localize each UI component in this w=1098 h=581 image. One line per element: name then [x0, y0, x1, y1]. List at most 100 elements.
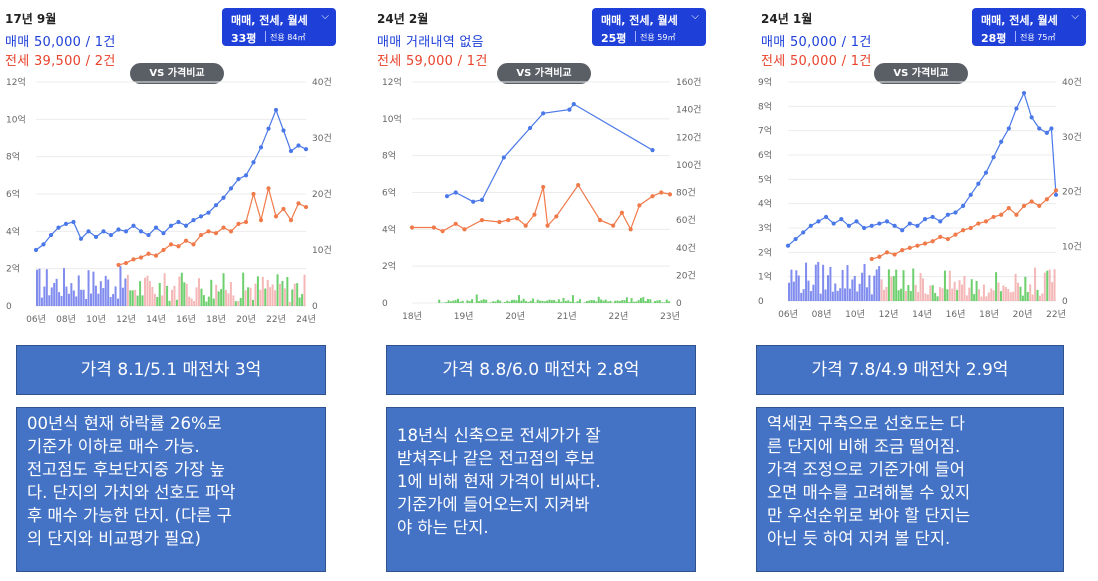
lease-price-point — [953, 232, 958, 237]
lease-price: 전세 50,000 / 1건 — [761, 54, 872, 69]
volume-bar — [980, 296, 983, 301]
volume-bar — [902, 270, 905, 301]
volume-bar — [987, 292, 990, 301]
x-tick-label: 12년 — [116, 314, 136, 325]
volume-bar — [266, 279, 269, 306]
price-card-3: 24년 1월 매매 50,000 / 1건 전세 50,000 / 1건 매매,… — [756, 0, 1096, 328]
sale-price-point — [527, 125, 533, 131]
lease-price-point — [983, 219, 989, 224]
left-tick-label: 8억 — [758, 100, 772, 112]
lease-price-point — [258, 218, 264, 223]
trade-type-filter[interactable]: 매매, 전세, 월세 ⌵ 25평 전용 59㎡ — [592, 8, 706, 46]
sale-price-point — [78, 236, 84, 241]
sale-price-point — [206, 210, 211, 215]
sale-price-point — [854, 219, 859, 224]
right-tick-label: 20건 — [676, 270, 696, 281]
volume-bar — [178, 276, 181, 306]
lease-price-point — [597, 218, 603, 223]
x-tick-label: 10년 — [86, 314, 106, 325]
sale-price-point — [1006, 126, 1011, 131]
volume-bar — [1012, 291, 1015, 301]
compare-button[interactable]: VS 가격비교 — [130, 63, 224, 84]
volume-bar — [865, 287, 868, 301]
sale-price-point — [846, 223, 852, 228]
sale-price-point — [258, 145, 264, 150]
volume-bar — [520, 300, 523, 303]
sale-price-point — [93, 234, 99, 240]
right-tick-label: 120건 — [676, 132, 701, 143]
volume-bar — [997, 282, 1000, 301]
right-tick-label: 30건 — [312, 133, 332, 144]
trade-type-filter[interactable]: 매매, 전세, 월세 ⌵ 33평 전용 84㎡ — [222, 8, 336, 46]
sale-price: 매매 50,000 / 1건 — [761, 35, 872, 50]
trade-type-filter[interactable]: 매매, 전세, 월세 ⌵ 28평 전용 75㎡ — [972, 8, 1086, 46]
right-tick-label: 60건 — [676, 215, 696, 226]
volume-bar — [163, 273, 166, 306]
volume-bar — [912, 268, 915, 301]
volume-bar — [82, 289, 85, 306]
sale-price-point — [1053, 192, 1059, 197]
compare-button[interactable]: VS 가격비교 — [497, 63, 591, 84]
volume-bar — [94, 285, 97, 306]
volume-bar — [639, 297, 642, 303]
memo-box-1: 00년식 현재 하락률 26%로 기준가 이하로 매수 가능. 전고점도 후보단… — [16, 407, 326, 572]
lease-price-point — [191, 242, 196, 247]
volume-bar — [532, 298, 535, 303]
volume-bar — [104, 275, 107, 306]
lease-price-point — [619, 210, 624, 215]
volume-bar — [623, 300, 626, 303]
volume-bar — [239, 297, 242, 306]
volume-bar — [249, 287, 252, 306]
price-chart: 0 1억 2억 3억 4억 5억 6억 7억 8억 9억 0 10건 20건 30건 40건 06년 08년 10… — [758, 76, 1082, 320]
left-tick-label: 2억 — [6, 263, 20, 275]
volume-bar — [839, 288, 842, 301]
x-tick-label: 18년 — [206, 314, 226, 325]
memo-line: 00년식 현재 하락률 26%로 — [27, 414, 222, 433]
volume-bar — [946, 289, 949, 301]
volume-bar — [445, 302, 448, 303]
volume-bar — [438, 299, 441, 303]
volume-bar — [1026, 292, 1029, 301]
sale-price-point — [251, 160, 256, 165]
sale-price-point — [221, 195, 226, 200]
lease-price: 전세 59,000 / 1건 — [377, 54, 488, 69]
left-tick-label: 0 — [6, 302, 12, 312]
volume-bar — [982, 284, 985, 301]
volume-bar — [836, 290, 839, 301]
volume-bar — [863, 264, 866, 301]
volume-bar — [283, 288, 286, 306]
x-tick-label: 16년 — [946, 309, 966, 320]
volume-bar — [296, 283, 299, 306]
volume-bar — [975, 280, 978, 301]
volume-bar — [136, 295, 139, 306]
volume-bar — [909, 291, 912, 301]
volume-bar — [97, 293, 100, 306]
x-tick-label: 19년 — [454, 311, 474, 322]
volume-bar — [200, 288, 203, 306]
volume-bar — [1034, 267, 1037, 301]
volume-bar — [63, 268, 65, 306]
volume-bar — [242, 272, 245, 306]
volume-bar — [621, 300, 624, 303]
lease-price-point — [514, 216, 520, 221]
volume-bar — [999, 291, 1002, 301]
sale-price-point — [968, 192, 973, 197]
volume-bar — [237, 301, 240, 306]
volume-bar — [452, 300, 455, 303]
right-tick-label: 160건 — [676, 77, 701, 88]
left-tick-label: 8억 — [6, 151, 20, 163]
x-tick-label: 24년 — [296, 314, 316, 325]
volume-bar — [126, 274, 129, 306]
volume-bar — [846, 265, 849, 301]
volume-bar — [215, 284, 218, 306]
volume-bar — [630, 298, 633, 303]
compare-button[interactable]: VS 가격비교 — [874, 63, 968, 84]
x-tick-label: 20년 — [236, 314, 256, 325]
volume-bar — [668, 301, 671, 303]
volume-bar — [802, 289, 805, 301]
volume-bar — [303, 274, 306, 306]
volume-bar — [459, 301, 462, 303]
filter-divider — [1015, 31, 1016, 42]
lease-price: 전세 39,500 / 2건 — [5, 54, 116, 69]
volume-bar — [597, 296, 600, 303]
